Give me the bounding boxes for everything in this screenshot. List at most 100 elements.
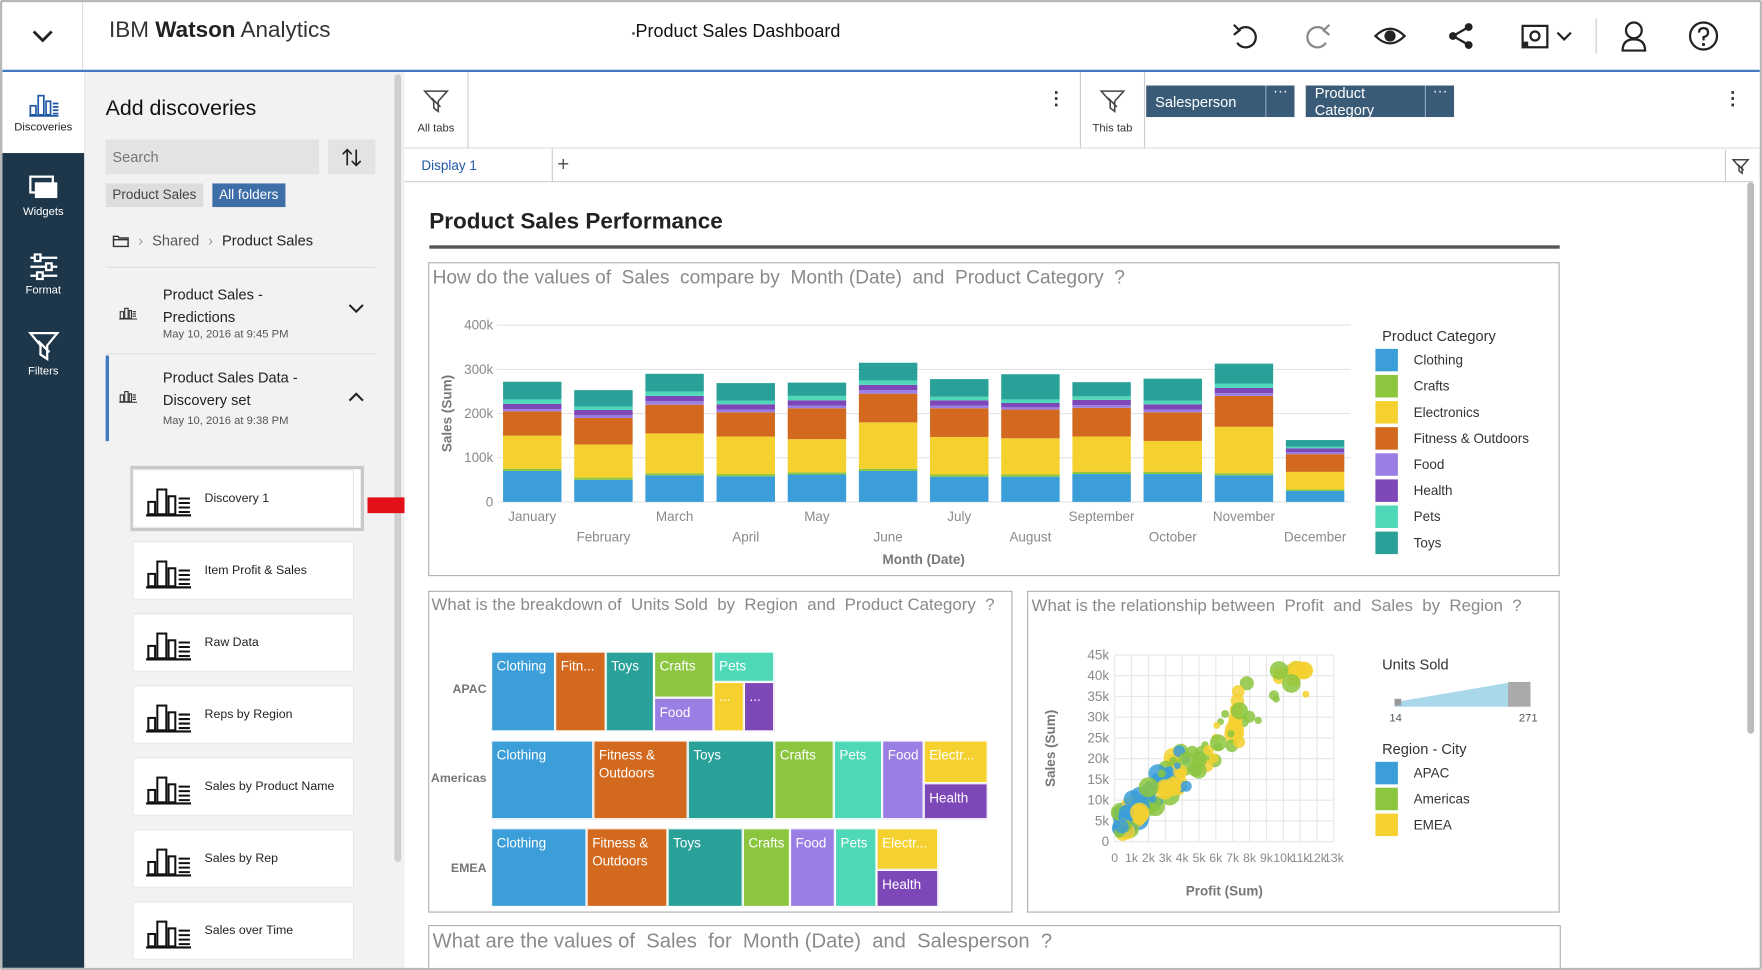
bar-segment-crafts[interactable] [1072,471,1131,475]
bar-segment-crafts[interactable] [645,473,704,476]
bar-segment-food[interactable] [1143,409,1202,413]
discovery-card[interactable]: Raw Data [132,613,354,672]
scatter-point-emea[interactable] [1302,690,1310,698]
treemap-cell[interactable]: Clothing [491,828,587,907]
bar-segment-health[interactable] [1143,404,1202,410]
bar-segment-clothing[interactable] [645,475,704,502]
filter-chip-more-button[interactable]: ··· [1424,83,1454,118]
bar-segment-health[interactable] [787,400,847,406]
bar-segment-toys[interactable] [1214,363,1274,384]
folder-item-predictions[interactable]: Product Sales - Predictions May 10, 2016… [106,272,376,353]
bar-segment-food[interactable] [1072,405,1131,408]
scatter-point-americas[interactable] [1227,730,1235,738]
discovery-card[interactable]: Reps by Region [132,685,354,744]
scatter-point-apac[interactable] [1163,768,1173,778]
rail-widgets-button[interactable]: Widgets [2,158,84,235]
bar-segment-electronics[interactable] [1285,471,1345,490]
legend-swatch[interactable] [1375,374,1398,398]
rail-discoveries-button[interactable]: Discoveries [2,72,85,154]
treemap-cell[interactable]: Crafts [653,651,714,698]
legend-item-label[interactable]: Toys [1414,535,1442,550]
bar-segment-food[interactable] [574,415,633,418]
bar-segment-electronics[interactable] [1072,436,1131,472]
bar-segment-crafts[interactable] [1001,474,1060,477]
bar-segment-toys[interactable] [574,390,633,407]
undo-button[interactable] [1224,14,1269,59]
scatter-point-americas[interactable] [1282,674,1301,693]
redo-button[interactable] [1295,14,1340,59]
legend-item-label[interactable]: Health [1414,483,1453,498]
bar-segment-clothing[interactable] [1214,475,1274,502]
size-legend-max-handle[interactable] [1508,681,1531,707]
treemap-cell[interactable]: Fitness & Outdoors [593,740,688,820]
discovery-card[interactable]: Discovery 1 [132,469,354,528]
bar-segment-toys[interactable] [645,373,704,392]
share-button[interactable] [1438,14,1483,59]
discovery-card[interactable]: Sales over Time [132,901,354,960]
bar-segment-clothing[interactable] [503,470,562,502]
legend-swatch[interactable] [1375,531,1398,555]
bar-segment-clothing[interactable] [787,474,847,502]
bar-segment-health[interactable] [930,400,989,406]
legend-swatch[interactable] [1375,787,1398,811]
bar-segment-clothing[interactable] [858,470,918,502]
scatter-point-americas[interactable] [1268,690,1280,701]
bar-segment-pets[interactable] [716,400,775,405]
treemap-cell[interactable]: Toys [687,740,775,820]
bar-segment-food[interactable] [1001,407,1060,410]
rail-filters-button[interactable]: Filters [2,315,84,392]
legend-item-label[interactable]: Food [1414,457,1445,472]
legend-swatch[interactable] [1375,427,1398,450]
bar-segment-health[interactable] [645,395,704,402]
bar-segment-food[interactable] [1214,393,1274,396]
treemap-cell[interactable]: Pets [834,828,877,907]
chevron-down-icon[interactable] [348,304,364,314]
treemap-cell[interactable]: Fitn... [555,651,606,732]
panel-scrollbar[interactable] [394,74,402,862]
bar-segment-food[interactable] [503,409,562,412]
bar-segment-electronics[interactable] [787,439,847,473]
chip-product-sales[interactable]: Product Sales [105,183,204,208]
search-input[interactable] [105,139,320,175]
bar-segment-fitness-outdoors[interactable] [503,411,562,436]
legend-item-label[interactable]: Americas [1414,791,1470,806]
overflow-menu-icon[interactable]: ⋮ [1723,90,1742,110]
bar-segment-fitness-outdoors[interactable] [1001,409,1060,439]
bar-segment-electronics[interactable] [645,433,704,474]
main-menu-button[interactable] [2,2,84,70]
bar-segment-fitness-outdoors[interactable] [787,408,847,440]
overflow-menu-icon[interactable]: ⋮ [1047,90,1066,110]
bar-segment-pets[interactable] [1143,400,1202,405]
bar-segment-electronics[interactable] [930,436,989,475]
bar-segment-food[interactable] [858,390,918,394]
scatter-point-emea[interactable] [1233,736,1246,749]
bar-segment-pets[interactable] [574,406,633,411]
bar-segment-health[interactable] [1214,387,1274,394]
bar-segment-crafts[interactable] [503,468,562,471]
scatter-point-emea[interactable] [1156,779,1174,797]
bar-segment-clothing[interactable] [1285,490,1345,502]
bar-segment-clothing[interactable] [1072,474,1131,502]
bar-segment-fitness-outdoors[interactable] [930,408,989,437]
bar-segment-toys[interactable] [858,362,918,381]
bar-segment-clothing[interactable] [1143,474,1202,502]
treemap-cell[interactable]: Clothing [491,740,594,820]
legend-swatch[interactable] [1375,479,1398,502]
scatter-point-americas[interactable] [1243,710,1256,723]
help-button[interactable] [1681,14,1726,59]
bar-segment-fitness-outdoors[interactable] [858,393,918,423]
scatter-point-emea[interactable] [1291,665,1302,676]
scatter-point-americas[interactable] [1192,751,1208,767]
treemap-cell[interactable]: Fitness & Outdoors [586,828,668,907]
scatter-card[interactable] [1027,590,1560,913]
treemap-cell[interactable]: Clothing [491,651,556,732]
scatter-point-apac[interactable] [1180,780,1192,792]
treemap-cell[interactable]: ... [743,681,775,732]
bar-segment-crafts[interactable] [858,468,918,471]
treemap-cell[interactable]: Electr... [876,828,939,870]
legend-swatch[interactable] [1375,813,1398,837]
bar-segment-crafts[interactable] [1285,489,1345,491]
bar-segment-electronics[interactable] [574,444,633,478]
capture-menu-button[interactable] [1514,14,1579,59]
bar-segment-crafts[interactable] [787,472,847,475]
